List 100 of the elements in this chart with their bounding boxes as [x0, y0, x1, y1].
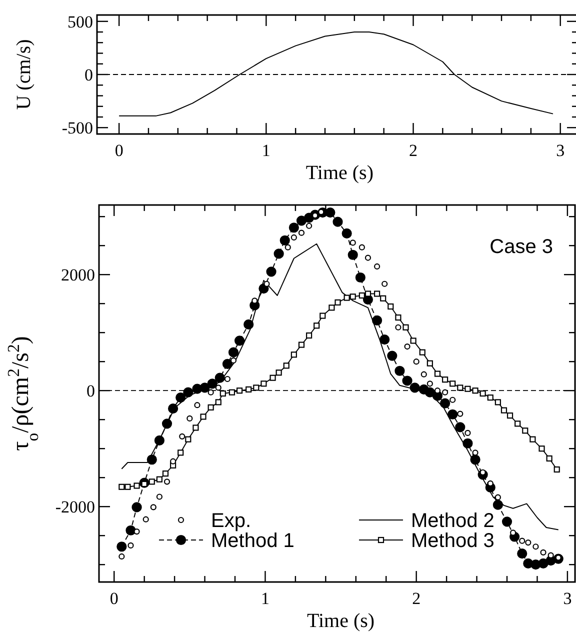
point — [228, 347, 239, 358]
point — [236, 388, 243, 394]
point — [372, 315, 382, 326]
point — [320, 312, 326, 319]
point — [118, 553, 125, 560]
point — [276, 370, 282, 376]
point — [538, 446, 545, 452]
point — [222, 358, 232, 369]
point — [274, 248, 284, 259]
point — [448, 409, 458, 420]
y-tick-label: -2000 — [55, 498, 95, 517]
point — [514, 420, 521, 427]
x-tick-label: 0 — [110, 589, 118, 608]
point — [506, 412, 514, 419]
point — [126, 525, 136, 536]
point — [185, 436, 192, 442]
point — [402, 324, 409, 330]
y-tick-label: 0 — [86, 382, 95, 401]
point — [525, 540, 532, 546]
point — [442, 389, 448, 396]
point — [457, 410, 464, 417]
legend-label: Method 3 — [411, 530, 494, 552]
point — [186, 415, 193, 422]
point — [387, 350, 398, 361]
point — [395, 324, 402, 330]
legend-label: Exp. — [211, 510, 252, 532]
point — [220, 390, 226, 397]
point — [374, 263, 380, 270]
point — [457, 384, 464, 391]
point — [162, 470, 169, 477]
point — [342, 228, 352, 238]
point — [434, 370, 441, 377]
point — [290, 352, 297, 358]
point — [374, 290, 380, 297]
point — [480, 390, 486, 397]
point — [208, 389, 214, 396]
point — [510, 530, 516, 536]
point — [426, 380, 433, 387]
point — [332, 216, 343, 227]
point — [413, 358, 420, 365]
point — [194, 402, 200, 408]
point — [314, 322, 320, 329]
annotation: Case 3 — [490, 236, 553, 258]
point — [388, 303, 394, 310]
point — [253, 384, 260, 391]
point — [328, 304, 335, 311]
point — [178, 450, 184, 456]
x-tick-label: 1 — [260, 589, 270, 608]
point — [395, 314, 402, 321]
point — [266, 266, 276, 277]
point — [464, 386, 471, 392]
point — [234, 336, 245, 346]
point — [164, 478, 170, 485]
point — [350, 240, 356, 246]
point — [260, 380, 267, 387]
point — [128, 542, 134, 549]
point — [290, 234, 297, 241]
point — [200, 414, 206, 420]
point — [264, 280, 270, 287]
point — [455, 422, 466, 432]
point — [288, 222, 299, 233]
point — [296, 216, 307, 226]
point — [358, 292, 365, 299]
point — [532, 544, 539, 550]
point — [176, 392, 186, 403]
point — [404, 343, 410, 350]
point — [500, 407, 508, 414]
point — [540, 549, 546, 556]
point — [132, 502, 142, 512]
point — [419, 349, 426, 356]
point — [517, 548, 528, 559]
x-tick-label: 3 — [556, 141, 565, 160]
point — [179, 433, 186, 440]
point — [246, 386, 252, 392]
point — [538, 558, 548, 568]
point — [394, 366, 405, 376]
point — [440, 398, 450, 408]
point — [215, 399, 222, 406]
point — [462, 438, 473, 448]
point — [492, 500, 503, 510]
x-axis-title: Time (s) — [306, 162, 374, 184]
point — [183, 387, 194, 398]
point — [410, 338, 416, 344]
x-tick-label: 1 — [262, 141, 270, 160]
point — [472, 388, 478, 394]
point — [426, 360, 433, 366]
point — [402, 376, 412, 386]
point — [192, 424, 199, 431]
point — [530, 436, 536, 442]
point — [519, 538, 526, 544]
point — [150, 504, 156, 510]
point — [142, 516, 149, 522]
point — [450, 380, 456, 387]
point — [148, 478, 155, 485]
point — [298, 230, 305, 236]
point — [283, 362, 290, 369]
legend-label: Method 1 — [211, 530, 294, 552]
point — [487, 394, 494, 401]
point — [344, 294, 350, 301]
point — [325, 207, 336, 218]
